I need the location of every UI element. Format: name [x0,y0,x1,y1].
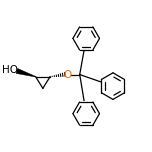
Polygon shape [16,68,36,77]
Text: HO: HO [2,65,17,75]
Text: O: O [63,70,72,79]
